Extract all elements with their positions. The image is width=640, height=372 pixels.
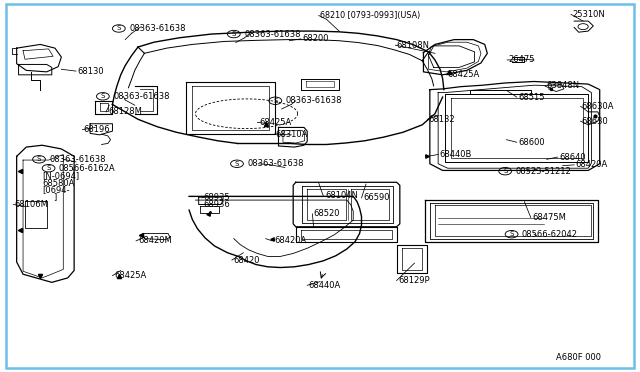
Text: 68440A: 68440A: [308, 281, 340, 290]
Text: 68630A: 68630A: [582, 102, 614, 111]
Text: 68936: 68936: [204, 200, 230, 209]
Text: ]: ]: [53, 193, 56, 202]
Text: 68425A: 68425A: [448, 70, 480, 79]
Text: 68630: 68630: [582, 117, 609, 126]
Text: 63848N: 63848N: [547, 81, 580, 90]
Text: 08566-6162A: 08566-6162A: [59, 164, 115, 173]
Text: 08523-51212: 08523-51212: [515, 167, 571, 176]
Text: 08363-61638: 08363-61638: [285, 96, 342, 105]
Text: 66590: 66590: [364, 193, 390, 202]
Text: S: S: [37, 156, 41, 162]
Text: S: S: [47, 165, 51, 171]
Text: 08363-61638: 08363-61638: [129, 24, 186, 33]
Text: 68210 [0793-0993](USA): 68210 [0793-0993](USA): [320, 11, 420, 20]
Text: 68200: 68200: [302, 34, 328, 44]
Text: 68425A: 68425A: [115, 271, 147, 280]
Text: 26475: 26475: [508, 55, 535, 64]
Text: 68420M: 68420M: [138, 236, 172, 246]
Text: S: S: [509, 231, 514, 237]
Text: 68425A: 68425A: [259, 118, 292, 127]
Text: 68475M: 68475M: [532, 213, 566, 222]
Text: [0694-: [0694-: [42, 186, 70, 195]
Text: 68440B: 68440B: [440, 150, 472, 159]
Text: 08363-61638: 08363-61638: [244, 29, 301, 39]
Text: S: S: [232, 31, 236, 37]
Text: 68196: 68196: [84, 125, 110, 134]
Text: 68128M: 68128M: [108, 108, 142, 116]
Text: 25310N: 25310N: [572, 10, 605, 19]
Text: A680F 000: A680F 000: [556, 353, 602, 362]
Text: 68515: 68515: [518, 93, 545, 102]
Text: S: S: [273, 98, 278, 104]
Text: 68104N: 68104N: [325, 191, 358, 200]
Text: 68108N: 68108N: [397, 41, 429, 50]
Text: S: S: [503, 168, 508, 174]
Text: 68106M: 68106M: [15, 200, 49, 209]
Text: 68130: 68130: [77, 67, 104, 76]
Text: 68600: 68600: [518, 138, 545, 147]
Text: 68132: 68132: [429, 115, 455, 124]
Text: 68420A: 68420A: [575, 160, 608, 169]
Text: 68935: 68935: [204, 193, 230, 202]
Text: [N-0694]: [N-0694]: [42, 171, 79, 180]
Text: S: S: [116, 26, 121, 32]
Text: 68640: 68640: [559, 153, 586, 161]
Text: 68420A: 68420A: [274, 236, 307, 246]
Text: S: S: [100, 93, 105, 99]
Text: 08566-62042: 08566-62042: [522, 230, 578, 239]
Text: 68310A: 68310A: [275, 129, 308, 139]
Text: 68520: 68520: [314, 209, 340, 218]
Text: 08363-61638: 08363-61638: [49, 155, 106, 164]
Text: 68129P: 68129P: [398, 276, 429, 285]
Text: 68580A: 68580A: [42, 179, 75, 187]
Text: 68420: 68420: [234, 256, 260, 264]
Text: 08363-61638: 08363-61638: [113, 92, 170, 101]
Text: 08363-61638: 08363-61638: [247, 159, 304, 168]
Text: S: S: [235, 161, 239, 167]
